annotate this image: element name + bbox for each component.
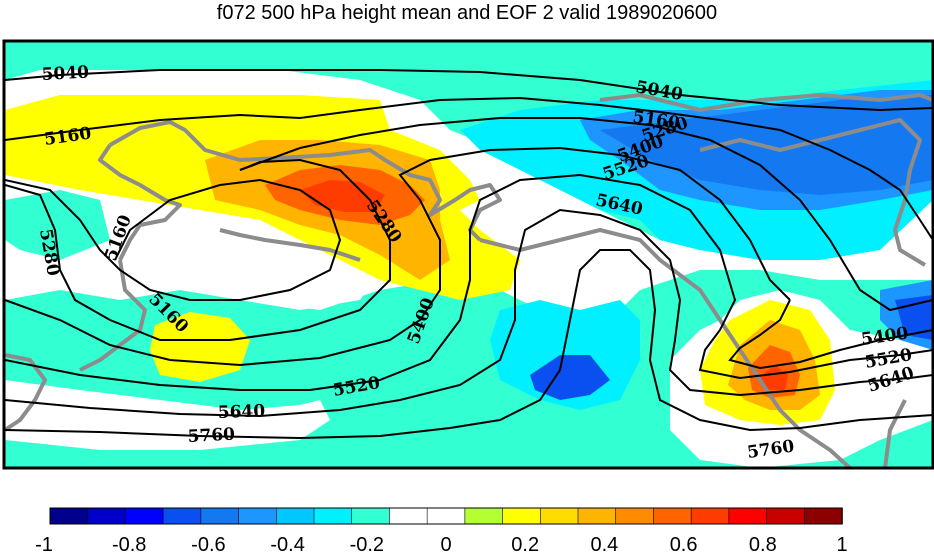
map-frame — [2, 39, 934, 470]
colorbar-box — [766, 507, 806, 525]
colorbar-tick-label: -0.8 — [111, 534, 147, 556]
colorbar-box — [615, 507, 655, 525]
coastline-alaska-west — [98, 143, 182, 261]
colorbar-box — [87, 507, 127, 525]
colorbar-outline — [49, 507, 843, 525]
colorbar-box — [49, 507, 89, 525]
colorbar-box — [238, 507, 278, 525]
coastline-hudson — [599, 93, 933, 112]
colorbar-box — [502, 507, 542, 525]
colorbar-tick-label: 0.6 — [669, 534, 698, 556]
map-title: f072 500 hPa height mean and EOF 2 valid… — [216, 2, 718, 24]
coastline-bc — [479, 228, 852, 468]
coastline-arctic-islands — [699, 118, 922, 171]
colorbar-tick-label: 0.8 — [748, 534, 777, 556]
colorbar-box — [351, 507, 391, 525]
contour-5160-low — [5, 178, 342, 301]
colorbar-tick-label: 0.2 — [511, 534, 540, 556]
contour-label: 5040 — [41, 63, 89, 85]
colorbar-box — [162, 507, 202, 525]
contour-5520 — [5, 173, 933, 391]
colorbar-tick-label: -1 — [35, 534, 53, 556]
colorbar-box — [728, 507, 768, 525]
contour-label: 5640 — [217, 401, 265, 423]
contour-5040 — [5, 69, 933, 112]
colorbar-box — [690, 507, 730, 525]
colorbar-tick-label: -0.4 — [270, 534, 305, 556]
coastline-asia — [5, 353, 47, 432]
colorbar-box — [313, 507, 353, 525]
coastline-aleutian — [219, 228, 361, 262]
colorbar-box — [653, 507, 692, 525]
coastlines — [5, 93, 933, 468]
eof-shading — [5, 42, 933, 468]
contour-5280-north — [239, 117, 933, 312]
contour-5760 — [5, 249, 933, 440]
colorbar-box — [389, 507, 428, 525]
colorbar-boxes — [49, 507, 843, 525]
colorbar-box — [577, 507, 617, 525]
colorbar-tick-label: 0.4 — [590, 534, 619, 556]
colorbar-box — [426, 507, 466, 525]
coastline-east — [893, 169, 927, 267]
shade-white-center — [490, 180, 640, 310]
colorbar-box — [803, 507, 843, 525]
contour-5280 — [5, 158, 391, 341]
colorbar-box — [125, 507, 164, 525]
height-contours — [5, 69, 933, 440]
shade-darkred-se — [758, 365, 788, 390]
shade-white-west — [110, 210, 380, 310]
coastline-kamchatka — [79, 259, 147, 372]
contour-5400-east — [728, 299, 933, 370]
colorbar-box — [539, 507, 579, 525]
contour-5400 — [5, 146, 791, 367]
colorbar-tick-label: -0.2 — [349, 534, 385, 556]
contour-5160 — [5, 96, 933, 241]
shade-darkblue-center — [530, 355, 610, 400]
colorbar-tick-label: -0.6 — [191, 534, 226, 556]
contour-5640 — [5, 208, 933, 418]
colorbar-tick-label: 1 — [836, 534, 848, 556]
contour-label: 5760 — [187, 425, 235, 447]
coastline-east-lower — [883, 399, 907, 468]
colorbar-box — [200, 507, 240, 525]
colorbar-tick-label: 0 — [440, 534, 452, 556]
shade-cyan-west — [5, 190, 110, 260]
coastline-alaska — [109, 120, 502, 242]
colorbar-box — [275, 507, 315, 525]
colorbar-box — [464, 507, 504, 525]
